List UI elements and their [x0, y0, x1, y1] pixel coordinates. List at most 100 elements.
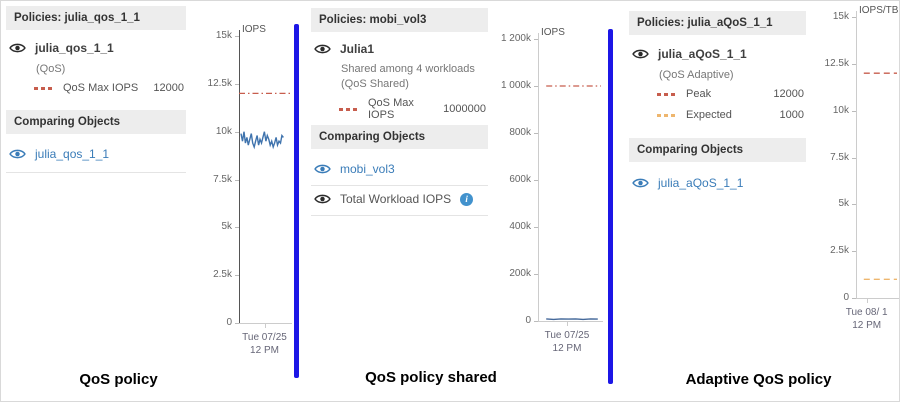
y-axis-tick-label: 200k [509, 268, 531, 279]
comparing-object-link[interactable]: julia_aQoS_1_1 [658, 176, 744, 190]
comparing-objects-header: Comparing Objects [629, 138, 806, 162]
y-axis-tick-mark [534, 86, 538, 87]
eye-visibility-icon[interactable] [314, 163, 331, 175]
y-axis-tick-mark [852, 17, 856, 18]
list-divider [6, 172, 186, 173]
policy-panel-qos: Policies: julia_qos_1_1 julia_qos_1_1 (Q… [6, 1, 186, 361]
iops-chart-qos: IOPS 15k 12.5k 10k 7.5k 5k 2.5k 0 Tue 07/25 12 PM [196, 23, 292, 359]
y-axis-tick-label: 5k [221, 221, 232, 233]
y-axis-tick-mark [235, 275, 239, 277]
y-axis-tick-label: 0 [525, 315, 531, 326]
x-axis-tick-mark [566, 322, 568, 326]
y-axis-line [538, 33, 539, 322]
policies-header: Policies: julia_aQoS_1_1 [629, 11, 806, 35]
policy-subtitle: Shared among 4 workloads [341, 63, 475, 75]
y-axis-tick-label: 1 200k [500, 33, 531, 44]
legend-label: QoS Max IOPS [63, 82, 139, 94]
x-axis-line [239, 323, 292, 324]
chart-plot-area [546, 85, 601, 321]
y-axis-tick-label: 12.5k [824, 57, 849, 69]
panel-caption: Adaptive QoS policy [685, 371, 832, 388]
y-axis-tick-label: 2.5k [830, 245, 849, 257]
legend-label: Peak [686, 88, 712, 100]
legend-value: 1000 [779, 109, 804, 121]
policy-panel-qos-shared: Policies: mobi_vol3 Julia1 Shared among … [311, 1, 488, 361]
y-axis-tick-label: 600k [509, 174, 531, 185]
panel-caption: QoS policy [79, 371, 158, 388]
x-axis-tick-mark [866, 299, 868, 303]
legend-label: Expected [686, 109, 732, 121]
comparing-object-item[interactable]: Total Workload IOPS i [314, 192, 488, 206]
y-axis-tick-label: 7.5k [213, 173, 232, 185]
comparing-object-link[interactable]: julia_qos_1_1 [35, 147, 110, 161]
y-axis-tick-label: 2.5k [213, 269, 232, 281]
chart-plot-area [239, 92, 290, 150]
y-axis-tick-label: 15k [832, 11, 849, 22]
y-axis-unit-label: IOPS/TB [859, 5, 899, 16]
comparing-objects-header: Comparing Objects [6, 110, 186, 134]
info-icon[interactable]: i [460, 192, 474, 206]
policy-item[interactable]: Julia1 [314, 42, 488, 56]
y-axis-line [239, 30, 240, 324]
y-axis-tick-mark [235, 179, 239, 181]
legend-label: QoS Max IOPS [368, 97, 414, 121]
data-line [546, 318, 598, 321]
y-axis-tick-label: 10k [832, 104, 849, 116]
y-axis-tick-mark [534, 274, 538, 275]
y-axis-tick-label: 0 [843, 292, 849, 303]
panel-caption: QoS policy shared [365, 369, 497, 386]
comparing-objects-header: Comparing Objects [311, 125, 488, 149]
y-axis-tick-mark [534, 180, 538, 181]
policy-name: Julia1 [340, 42, 375, 56]
y-axis-tick-label: 10k [215, 125, 232, 137]
y-axis-tick-mark [235, 323, 239, 324]
list-divider [311, 215, 488, 216]
y-axis-tick-mark [534, 133, 538, 134]
y-axis-tick-mark [852, 63, 856, 65]
x-axis-line [856, 298, 899, 299]
y-axis-tick-mark [534, 321, 538, 322]
x-axis-label: Tue 08/ 1 12 PM [845, 307, 888, 331]
legend-row: QoS Max IOPS 12000 [34, 82, 184, 94]
eye-visibility-icon[interactable] [314, 193, 331, 205]
y-axis-tick-label: 1 000k [500, 80, 531, 91]
y-axis-tick-mark [235, 83, 239, 85]
policies-header: Policies: mobi_vol3 [311, 8, 488, 32]
legend-row: Peak 12000 [657, 88, 804, 100]
data-line [240, 131, 284, 150]
comparing-object-item[interactable]: mobi_vol3 [314, 162, 488, 176]
iops-chart-shared: IOPS 1 200k 1 000k 800k 600k 400k 200k 0 Tue 07/… [491, 26, 603, 362]
policy-panel-adaptive-qos: Policies: julia_aQoS_1_1 julia_aQoS_1_1 … [629, 1, 806, 361]
y-axis-tick-mark [534, 227, 538, 228]
x-axis-label: Tue 07/25 12 PM [242, 332, 287, 356]
y-axis-tick-mark [852, 110, 856, 112]
policy-subtitle: (QoS) [36, 63, 66, 75]
panel-divider-bar [608, 29, 613, 384]
eye-visibility-icon[interactable] [314, 43, 331, 55]
y-axis-tick-label: 5k [838, 198, 849, 210]
policy-item[interactable]: julia_aQoS_1_1 [632, 47, 806, 61]
comparing-object-item[interactable]: julia_aQoS_1_1 [632, 176, 806, 190]
policy-subtitle: (QoS Adaptive) [659, 69, 734, 81]
x-axis-line [538, 321, 603, 322]
comparing-object-item[interactable]: julia_qos_1_1 [9, 147, 186, 161]
eye-visibility-icon[interactable] [632, 177, 649, 189]
y-axis-tick-label: 0 [226, 317, 232, 328]
policy-name: julia_qos_1_1 [35, 41, 114, 55]
chart-plot-area [863, 72, 897, 280]
iops-per-tb-chart-adaptive: IOPS/TB 15k 12.5k 10k 7.5k 5k 2.5k 0 Tue 08/ 1 12… [801, 5, 899, 345]
x-axis-tick-mark [264, 324, 266, 328]
y-axis-tick-label: 7.5k [830, 151, 849, 163]
eye-visibility-icon[interactable] [9, 42, 26, 54]
eye-visibility-icon[interactable] [9, 148, 26, 160]
legend-dash-icon [657, 92, 677, 96]
y-axis-tick-label: 15k [215, 30, 232, 41]
comparing-object-link[interactable]: mobi_vol3 [340, 162, 395, 176]
policy-item[interactable]: julia_qos_1_1 [9, 41, 186, 55]
y-axis-tick-mark [534, 39, 538, 40]
y-axis-unit-label: IOPS [541, 27, 565, 38]
y-axis-tick-mark [235, 131, 239, 133]
eye-visibility-icon[interactable] [632, 48, 649, 60]
legend-dash-icon [339, 107, 359, 111]
